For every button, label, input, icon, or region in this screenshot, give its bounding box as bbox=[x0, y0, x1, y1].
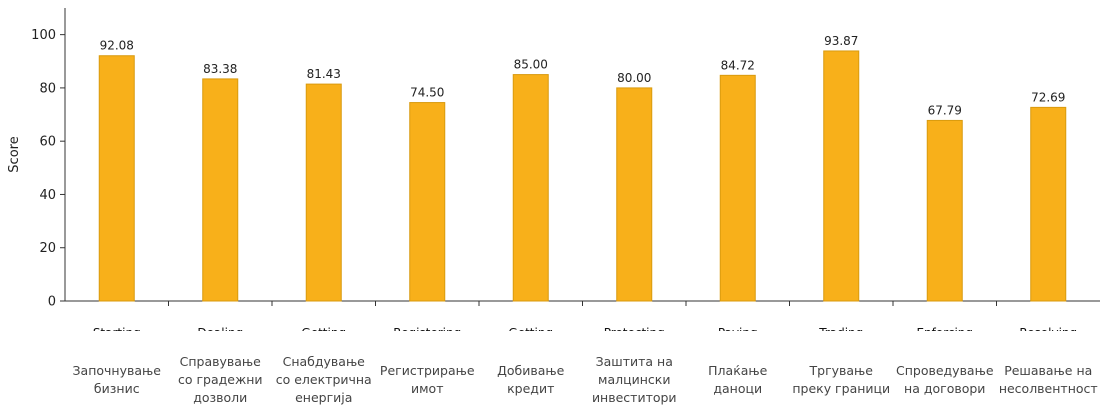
data-label: 72.69 bbox=[1031, 90, 1065, 104]
bar bbox=[305, 83, 342, 302]
data-label: 93.87 bbox=[824, 34, 858, 48]
data-label: 92.08 bbox=[100, 39, 134, 53]
y-tick-label: 20 bbox=[39, 241, 56, 256]
y-axis-title: Score bbox=[7, 136, 22, 172]
bar bbox=[926, 119, 963, 302]
data-label: 67.79 bbox=[928, 103, 962, 117]
category-label: малцински bbox=[598, 372, 670, 387]
category-label: Тргување bbox=[809, 363, 874, 378]
x-tick-label: Enforcing bbox=[916, 326, 973, 340]
bars bbox=[98, 50, 1067, 302]
x-tick-label: Registering bbox=[393, 326, 461, 340]
category-label: Заштита на bbox=[596, 354, 673, 369]
category-label: Добивање bbox=[497, 363, 565, 378]
category-label: Справување bbox=[180, 354, 262, 369]
y-tick-label: 40 bbox=[39, 188, 56, 203]
category-label: со електрична bbox=[276, 372, 372, 387]
category-label: даноци bbox=[713, 381, 762, 396]
category-label: имот bbox=[411, 381, 443, 396]
y-tick-label: 0 bbox=[48, 295, 56, 310]
bar bbox=[1030, 106, 1067, 302]
category-label: инвеститори bbox=[592, 390, 677, 405]
category-label: несолвентност bbox=[999, 381, 1098, 396]
bar bbox=[512, 74, 549, 302]
data-label: 81.43 bbox=[307, 67, 341, 81]
data-label: 80.00 bbox=[617, 71, 651, 85]
bar bbox=[98, 55, 135, 302]
x-tick-label: Getting bbox=[301, 326, 346, 340]
y-tick-label: 100 bbox=[31, 28, 56, 43]
category-label: со градежни bbox=[178, 372, 263, 387]
bar bbox=[719, 74, 756, 302]
category-label: Започнување bbox=[73, 363, 162, 378]
category-label: Регистрирање bbox=[380, 363, 475, 378]
category-label: преку граници bbox=[792, 381, 890, 396]
bar bbox=[616, 87, 653, 302]
truncated-tick-labels: Starting Dealing Getting Registering Getting… bbox=[93, 326, 1077, 340]
category-label: Плаќање bbox=[708, 363, 767, 378]
bar bbox=[409, 102, 446, 302]
x-tick-label: Dealing bbox=[197, 326, 243, 340]
bar bbox=[202, 78, 239, 302]
x-tick-label: Protecting bbox=[604, 326, 665, 340]
bar bbox=[823, 50, 860, 302]
x-tick-label: Getting bbox=[508, 326, 553, 340]
x-tick-label: Resolving bbox=[1019, 326, 1077, 340]
y-tick-label: 80 bbox=[39, 81, 56, 96]
x-tick-label: Starting bbox=[93, 326, 141, 340]
x-tick-label: Trading bbox=[818, 326, 863, 340]
data-label: 85.00 bbox=[514, 58, 548, 72]
category-label: Снабдување bbox=[283, 354, 366, 369]
data-label: 83.38 bbox=[203, 62, 237, 76]
category-label: дозволи bbox=[193, 390, 247, 405]
category-label: енергија bbox=[295, 390, 352, 405]
category-label: кредит bbox=[507, 381, 554, 396]
category-label: на договори bbox=[904, 381, 985, 396]
category-label: Спроведување bbox=[896, 363, 994, 378]
y-tick-label: 60 bbox=[39, 135, 56, 150]
category-label: бизнис bbox=[94, 381, 140, 396]
data-label: 84.72 bbox=[721, 58, 755, 72]
data-label: 74.50 bbox=[410, 86, 444, 100]
labels: 92.08 83.38 81.43 74.50 85.00 80.00 84.72 93.87… bbox=[73, 34, 1098, 405]
x-tick-label: Paying bbox=[718, 326, 758, 340]
category-label: Решавање на bbox=[1004, 363, 1092, 378]
